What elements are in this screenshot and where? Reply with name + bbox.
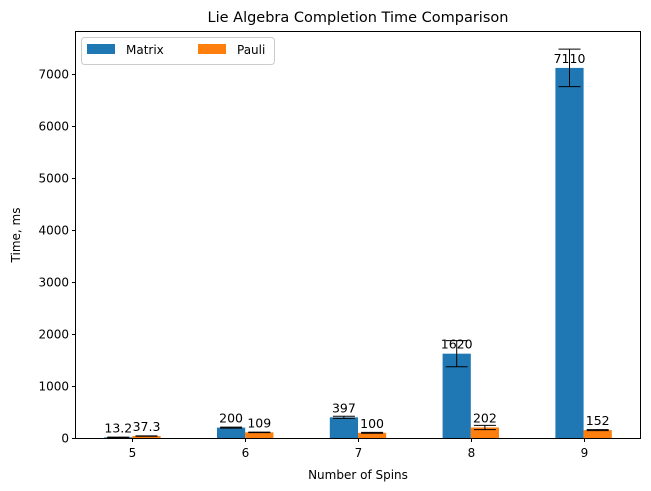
legend-label-pauli: Pauli [237, 43, 265, 57]
y-axis: 0 1000 2000 3000 4000 5000 6000 7000 [38, 68, 76, 446]
bar-matrix-9 [555, 67, 584, 439]
y-tick-label: 6000 [38, 120, 69, 134]
data-label-pauli-7: 100 [360, 416, 384, 431]
error-bar-pauli-6 [248, 431, 271, 434]
error-bar-matrix-7 [332, 415, 355, 419]
y-tick-label: 1000 [38, 380, 69, 394]
y-tick-label: 2000 [38, 328, 69, 342]
bar-pauli-7 [358, 432, 387, 438]
x-tick-label: 7 [355, 446, 363, 460]
data-label-pauli-5: 37.3 [133, 419, 161, 434]
bar-pauli-9 [583, 430, 612, 438]
x-axis-label: Number of Spins [308, 468, 408, 482]
x-tick-label: 9 [581, 446, 589, 460]
x-tick-label: 6 [242, 446, 250, 460]
legend-label-matrix: Matrix [126, 43, 164, 57]
data-label-pauli-8: 202 [473, 410, 497, 425]
x-tick-label: 8 [468, 446, 476, 460]
y-tick-label: 4000 [38, 224, 69, 238]
bar-pauli-8 [470, 427, 499, 438]
x-tick-label: 5 [129, 446, 137, 460]
data-label-pauli-6: 109 [247, 415, 271, 430]
error-bar-pauli-9 [586, 429, 609, 432]
y-tick-label: 5000 [38, 172, 69, 186]
chart-title: Lie Algebra Completion Time Comparison [208, 10, 509, 26]
y-tick-label: 7000 [38, 68, 69, 82]
data-label-matrix-9: 7110 [554, 51, 586, 66]
data-label-matrix-7: 397 [332, 400, 356, 415]
error-bars-layer [107, 48, 609, 439]
bars-layer [104, 67, 612, 439]
error-bar-pauli-7 [361, 431, 384, 434]
data-label-matrix-6: 200 [219, 411, 243, 426]
x-axis: 5 6 7 8 9 [129, 438, 589, 460]
data-label-pauli-9: 152 [586, 413, 610, 428]
error-bar-matrix-8 [445, 340, 468, 368]
y-tick-label: 3000 [38, 276, 69, 290]
data-labels-layer: 13.2 200 397 1620 7110 37.3 109 100 202 152 [104, 51, 609, 435]
legend-swatch-matrix [87, 44, 115, 54]
error-bar-matrix-9 [558, 48, 581, 88]
y-axis-label: Time, ms [9, 208, 23, 264]
error-bar-matrix-6 [220, 426, 243, 429]
data-label-matrix-5: 13.2 [104, 420, 132, 435]
y-tick-label: 0 [61, 432, 69, 446]
bar-matrix-8 [442, 353, 471, 438]
data-label-matrix-8: 1620 [441, 337, 473, 352]
error-bar-pauli-8 [473, 424, 496, 431]
bar-matrix-7 [329, 417, 358, 438]
legend: Matrix Pauli [81, 37, 275, 65]
legend-frame [81, 37, 275, 65]
legend-swatch-pauli [198, 44, 226, 54]
bar-matrix-6 [217, 427, 246, 438]
bar-pauli-6 [245, 432, 274, 438]
bar-pauli-5 [132, 436, 161, 438]
